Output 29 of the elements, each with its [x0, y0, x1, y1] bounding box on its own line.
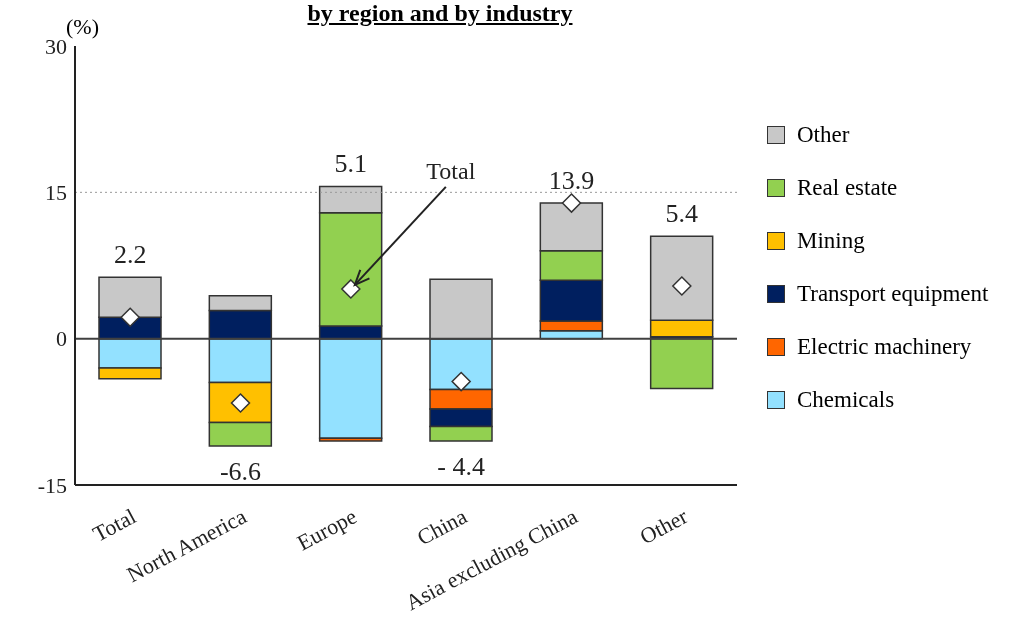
bar: [649, 337, 714, 390]
point: [341, 279, 361, 299]
bar: [318, 337, 383, 439]
y-axis-title: (%): [66, 14, 99, 40]
legend-label: Real estate: [797, 174, 898, 201]
total-label: - 4.4: [437, 452, 485, 482]
bar: [429, 278, 493, 340]
annotation: Total: [426, 157, 476, 184]
point: [451, 371, 471, 392]
x-tick-label: Other: [635, 503, 693, 550]
total-label: 2.2: [113, 240, 147, 270]
x-tick-label: Total: [88, 503, 141, 547]
legend-label: Electric machinery: [797, 333, 972, 360]
chart-title: by region and by industry: [307, 0, 573, 26]
legend-label: Chemicals: [797, 386, 895, 413]
legend-label: Mining: [797, 227, 865, 254]
legend-label: Other: [797, 121, 850, 148]
legend-label: Transport equipment: [797, 280, 989, 307]
total-label: 5.4: [665, 199, 699, 229]
point: [120, 307, 140, 327]
point: [561, 193, 582, 213]
y-tick-label: 0: [56, 326, 67, 352]
y-tick-label: 30: [45, 33, 67, 59]
point: [672, 276, 692, 296]
y-tick-label: -15: [37, 472, 67, 498]
total-label: 5.1: [334, 149, 368, 179]
total-label: 13.9: [548, 166, 595, 196]
total-label: -6.6: [219, 456, 262, 486]
y-tick-label: 15: [45, 180, 67, 206]
